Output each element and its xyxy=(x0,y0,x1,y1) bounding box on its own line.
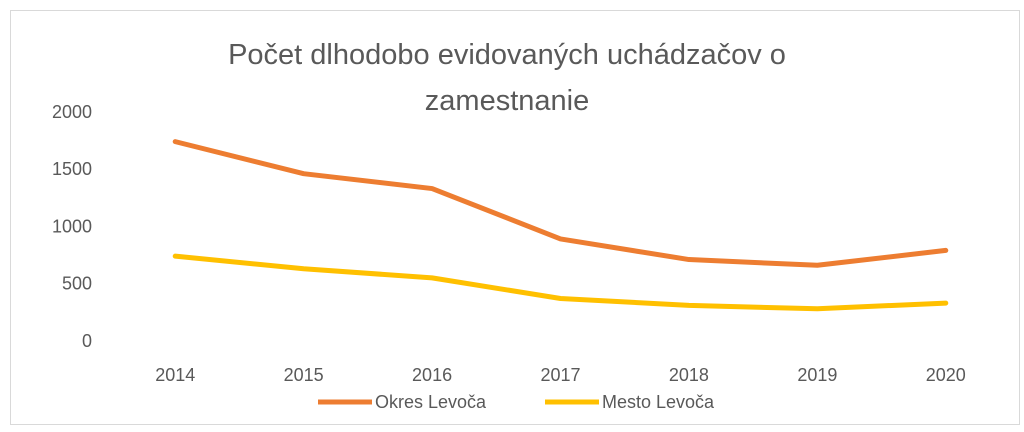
line-series xyxy=(172,253,949,312)
x-tick-label: 2015 xyxy=(284,365,324,385)
y-tick-label: 0 xyxy=(82,331,92,351)
x-tick-label: 2019 xyxy=(797,365,837,385)
x-tick-label: 2018 xyxy=(669,365,709,385)
y-tick-label: 1500 xyxy=(52,159,92,179)
x-tick-label: 2017 xyxy=(540,365,580,385)
line-series xyxy=(172,139,949,268)
y-tick-label: 1000 xyxy=(52,216,92,236)
x-tick-label: 2016 xyxy=(412,365,452,385)
legend-label: Okres Levoča xyxy=(375,392,487,412)
x-tick-label: 2014 xyxy=(155,365,195,385)
y-tick-label: 500 xyxy=(62,274,92,294)
legend-label: Mesto Levoča xyxy=(602,392,715,412)
chart-border xyxy=(10,10,1020,425)
y-tick-label: 2000 xyxy=(52,102,92,122)
chart-title: Počet dlhodobo evidovaných uchádzačov o … xyxy=(228,39,786,117)
x-tick-label: 2020 xyxy=(926,365,966,385)
